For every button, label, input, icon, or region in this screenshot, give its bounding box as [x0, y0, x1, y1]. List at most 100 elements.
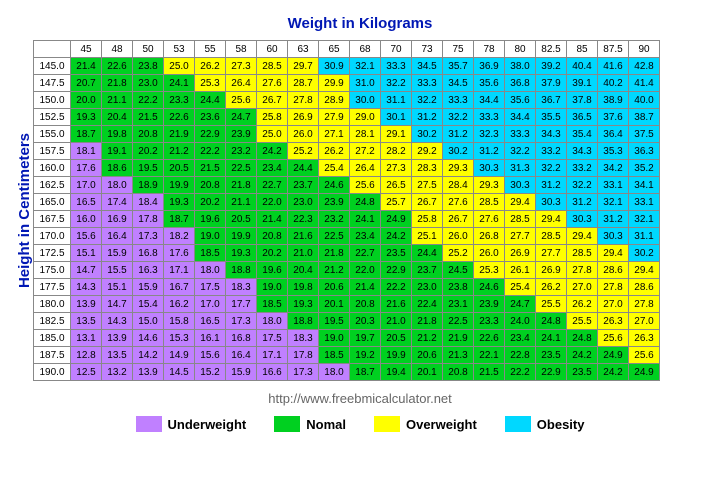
- bmi-cell: 22.5: [319, 228, 350, 245]
- weight-header: 70: [381, 41, 412, 58]
- bmi-cell: 22.9: [381, 262, 412, 279]
- bmi-cell: 18.0: [102, 177, 133, 194]
- bmi-cell: 27.1: [319, 126, 350, 143]
- bmi-cell: 16.2: [164, 296, 195, 313]
- height-header: 185.0: [34, 330, 71, 347]
- bmi-cell: 29.4: [598, 245, 629, 262]
- bmi-cell: 14.7: [71, 262, 102, 279]
- bmi-cell: 28.6: [598, 262, 629, 279]
- bmi-cell: 34.4: [505, 109, 536, 126]
- bmi-cell: 20.5: [381, 330, 412, 347]
- bmi-cell: 27.7: [536, 245, 567, 262]
- bmi-cell: 19.0: [257, 279, 288, 296]
- bmi-cell: 20.2: [257, 245, 288, 262]
- bmi-cell: 12.5: [71, 364, 102, 381]
- bmi-cell: 32.2: [443, 109, 474, 126]
- bmi-cell: 21.3: [443, 347, 474, 364]
- bmi-cell: 26.7: [257, 92, 288, 109]
- bmi-cell: 26.8: [474, 228, 505, 245]
- bmi-cell: 39.1: [567, 75, 598, 92]
- bmi-cell: 18.6: [102, 160, 133, 177]
- weight-header: 55: [195, 41, 226, 58]
- bmi-cell: 21.0: [288, 245, 319, 262]
- bmi-cell: 28.7: [288, 75, 319, 92]
- bmi-cell: 21.1: [226, 194, 257, 211]
- bmi-cell: 24.2: [567, 347, 598, 364]
- bmi-cell: 31.3: [505, 160, 536, 177]
- bmi-cell: 16.5: [195, 313, 226, 330]
- bmi-cell: 31.1: [381, 92, 412, 109]
- bmi-cell: 13.9: [102, 330, 133, 347]
- bmi-cell: 24.7: [226, 109, 257, 126]
- weight-header: 80: [505, 41, 536, 58]
- bmi-cell: 17.6: [71, 160, 102, 177]
- bmi-cell: 19.9: [164, 177, 195, 194]
- bmi-cell: 21.6: [288, 228, 319, 245]
- bmi-cell: 32.3: [474, 126, 505, 143]
- bmi-cell: 25.3: [474, 262, 505, 279]
- bmi-cell: 40.0: [629, 92, 660, 109]
- bmi-cell: 26.4: [350, 160, 381, 177]
- weight-header: 90: [629, 41, 660, 58]
- bmi-cell: 24.2: [598, 364, 629, 381]
- legend-label: Nomal: [306, 417, 346, 432]
- bmi-cell: 25.5: [536, 296, 567, 313]
- bmi-cell: 27.9: [319, 109, 350, 126]
- bmi-cell: 41.4: [629, 75, 660, 92]
- bmi-cell: 28.9: [319, 92, 350, 109]
- bmi-cell: 21.8: [102, 75, 133, 92]
- bmi-cell: 20.8: [195, 177, 226, 194]
- bmi-cell: 24.0: [505, 313, 536, 330]
- bmi-cell: 22.9: [536, 364, 567, 381]
- bmi-cell: 13.1: [71, 330, 102, 347]
- bmi-table: 45485053555860636568707375788082.58587.5…: [33, 40, 660, 381]
- bmi-cell: 18.0: [257, 313, 288, 330]
- bmi-cell: 16.7: [164, 279, 195, 296]
- bmi-cell: 24.8: [536, 313, 567, 330]
- bmi-cell: 42.8: [629, 58, 660, 75]
- bmi-cell: 23.1: [443, 296, 474, 313]
- legend-label: Overweight: [406, 417, 477, 432]
- bmi-cell: 26.7: [443, 211, 474, 228]
- bmi-cell: 24.2: [381, 228, 412, 245]
- bmi-cell: 19.8: [288, 279, 319, 296]
- bmi-cell: 30.3: [536, 194, 567, 211]
- bmi-cell: 20.8: [257, 228, 288, 245]
- bmi-cell: 23.2: [319, 211, 350, 228]
- bmi-cell: 16.4: [226, 347, 257, 364]
- bmi-cell: 23.8: [443, 279, 474, 296]
- bmi-cell: 26.3: [629, 330, 660, 347]
- bmi-cell: 20.6: [412, 347, 443, 364]
- bmi-cell: 20.1: [412, 364, 443, 381]
- legend-label: Underweight: [168, 417, 247, 432]
- height-header: 162.5: [34, 177, 71, 194]
- height-header: 167.5: [34, 211, 71, 228]
- bmi-cell: 35.6: [474, 75, 505, 92]
- bmi-cell: 22.6: [164, 109, 195, 126]
- bmi-cell: 18.5: [257, 296, 288, 313]
- bmi-cell: 23.0: [288, 194, 319, 211]
- bmi-cell: 27.0: [598, 296, 629, 313]
- bmi-cell: 18.7: [164, 211, 195, 228]
- legend-swatch-underweight: [136, 416, 162, 432]
- bmi-cell: 15.0: [133, 313, 164, 330]
- bmi-cell: 27.0: [567, 279, 598, 296]
- bmi-cell: 27.8: [567, 262, 598, 279]
- bmi-cell: 27.5: [412, 177, 443, 194]
- bmi-cell: 23.6: [195, 109, 226, 126]
- bmi-cell: 28.3: [412, 160, 443, 177]
- bmi-cell: 28.5: [257, 58, 288, 75]
- bmi-cell: 27.6: [443, 194, 474, 211]
- bmi-cell: 24.9: [381, 211, 412, 228]
- bmi-cell: 34.3: [567, 143, 598, 160]
- bmi-cell: 15.1: [102, 279, 133, 296]
- bmi-cell: 21.9: [443, 330, 474, 347]
- bmi-cell: 23.9: [319, 194, 350, 211]
- source-url: http://www.freebmicalculator.net: [10, 381, 710, 412]
- bmi-cell: 22.7: [350, 245, 381, 262]
- bmi-cell: 13.5: [102, 347, 133, 364]
- bmi-cell: 23.3: [474, 313, 505, 330]
- bmi-cell: 19.5: [319, 313, 350, 330]
- bmi-cell: 16.4: [102, 228, 133, 245]
- bmi-cell: 16.3: [133, 262, 164, 279]
